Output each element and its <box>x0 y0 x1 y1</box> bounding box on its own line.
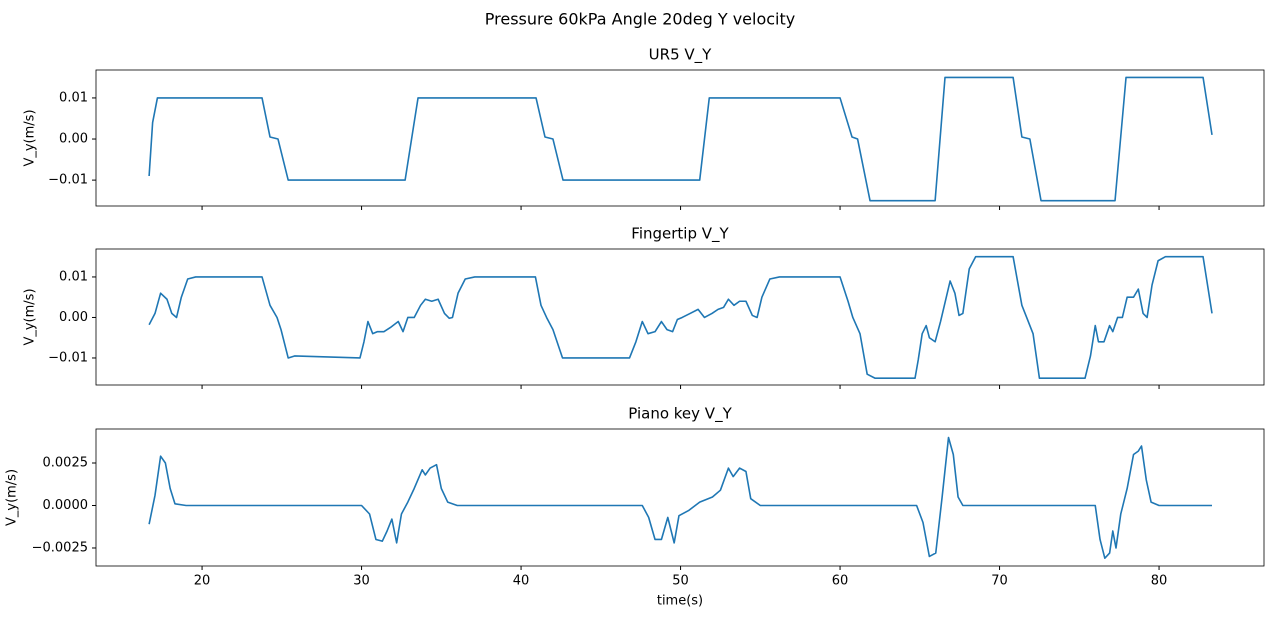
axes-frame <box>95 428 1265 567</box>
axes-frame <box>95 69 1265 207</box>
x-tick-label: 20 <box>194 574 211 589</box>
y-tick-label: −0.01 <box>48 173 88 188</box>
x-axis-label: time(s) <box>657 594 703 609</box>
y-tick-label: 0.00 <box>59 310 88 325</box>
x-tick-label: 60 <box>832 574 849 589</box>
x-tick-label: 30 <box>353 574 370 589</box>
data-line <box>148 255 1213 380</box>
y-axis-label: V_y(m/s) <box>23 109 38 166</box>
y-tick-label: −0.0025 <box>32 540 88 555</box>
data-line <box>148 436 1212 559</box>
y-tick-label: 0.01 <box>59 90 88 105</box>
subplot-title: Piano key V_Y <box>628 405 732 424</box>
x-tick-label: 50 <box>672 574 689 589</box>
x-tick-label: 80 <box>1151 574 1168 589</box>
y-tick-label: −0.01 <box>48 350 88 365</box>
subplot-title: UR5 V_Y <box>649 46 712 65</box>
axes-frame <box>95 248 1265 386</box>
y-tick-label: 0.0025 <box>43 455 89 470</box>
y-tick-label: 0.01 <box>59 269 88 284</box>
data-line <box>148 76 1213 202</box>
x-tick-label: 40 <box>513 574 530 589</box>
y-axis-label: V_y(m/s) <box>5 469 20 526</box>
y-tick-label: 0.00 <box>59 132 88 147</box>
x-tick-label: 70 <box>991 574 1008 589</box>
y-axis-label: V_y(m/s) <box>23 288 38 345</box>
subplot-title: Fingertip V_Y <box>631 225 729 244</box>
figure-title: Pressure 60kPa Angle 20deg Y velocity <box>485 10 795 29</box>
y-tick-label: 0.0000 <box>43 498 89 513</box>
